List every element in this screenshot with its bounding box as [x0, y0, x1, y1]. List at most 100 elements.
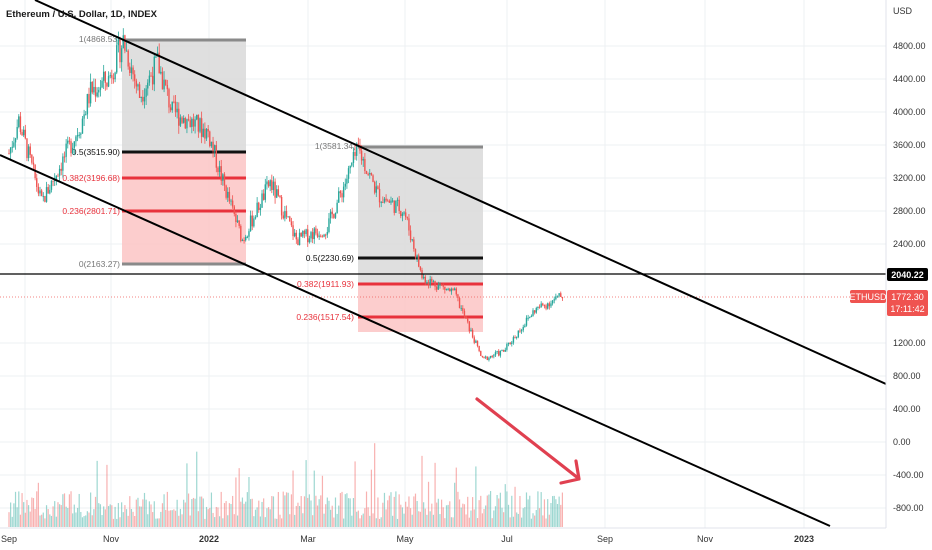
candle-body — [166, 84, 169, 90]
candle-body — [307, 229, 309, 243]
volume-bar — [37, 482, 39, 527]
candle-body — [462, 308, 464, 311]
candle-body — [372, 175, 374, 182]
candle-body — [439, 284, 441, 286]
candle-body — [189, 120, 191, 127]
volume-bar — [254, 509, 257, 527]
x-tick: Nov — [697, 534, 714, 544]
candle-body — [85, 114, 87, 116]
candle-body — [282, 215, 284, 219]
volume-bar — [344, 494, 346, 527]
price-axis[interactable] — [886, 0, 932, 528]
candle-body — [550, 303, 552, 307]
candle-body — [512, 337, 515, 343]
volume-bar — [475, 466, 477, 527]
volume-bar — [295, 505, 297, 527]
candle-body — [235, 213, 237, 223]
candle-body — [207, 128, 209, 132]
volume-bar — [215, 506, 217, 527]
volume-bar — [218, 516, 221, 527]
volume-bar — [191, 499, 193, 527]
candle-body — [310, 232, 312, 239]
volume-bar — [272, 496, 275, 527]
time-axis[interactable] — [0, 528, 886, 550]
candle-body — [548, 303, 551, 307]
volume-bar — [351, 515, 353, 527]
volume-bar — [556, 503, 559, 527]
volume-bar — [174, 510, 177, 527]
volume-bar — [302, 513, 304, 527]
candle-body — [476, 340, 479, 346]
candle-body — [231, 200, 234, 207]
volume-bar — [491, 518, 493, 527]
candle-body — [293, 232, 296, 237]
candle-body — [227, 191, 229, 198]
candle-body — [26, 138, 28, 159]
volume-bar — [179, 508, 182, 527]
candle-body — [125, 50, 128, 52]
volume-bar — [76, 507, 79, 527]
candle-body — [473, 337, 475, 343]
volume-bar — [23, 502, 25, 527]
volume-bar — [519, 495, 521, 527]
volume-bar — [98, 503, 100, 527]
candle-body — [535, 308, 537, 313]
candle-body — [256, 202, 258, 218]
volume-bar — [455, 467, 457, 527]
candle-body — [13, 142, 15, 147]
candle-body — [501, 350, 503, 352]
volume-bar — [308, 494, 310, 527]
candle-body — [388, 200, 391, 203]
volume-bar — [274, 518, 276, 527]
candle-body — [334, 212, 337, 218]
down-arrow-annotation[interactable] — [475, 397, 581, 485]
candle-body — [400, 211, 402, 217]
volume-bar — [339, 493, 341, 527]
candle-body — [31, 154, 33, 163]
candle-body — [62, 156, 64, 171]
volume-bar — [199, 496, 201, 527]
candle-body — [453, 288, 456, 291]
volume-bar — [264, 517, 266, 527]
fib-retracement-1[interactable]: 1(4868.53) 0.5(3515.90) 0.382(3196.68) 0… — [62, 34, 246, 269]
volume-bar — [214, 517, 216, 527]
candle-body — [527, 317, 529, 319]
volume-bar — [445, 505, 448, 527]
volume-bar — [372, 513, 374, 527]
volume-bar — [522, 508, 524, 527]
candle-body — [507, 342, 510, 345]
volume-bar — [287, 492, 289, 527]
y-tick: 3600.00 — [893, 140, 926, 150]
candle-body — [129, 66, 131, 74]
candle-body — [196, 114, 198, 120]
candle-body — [161, 71, 164, 90]
volume-bar — [230, 503, 232, 527]
volume-bar — [359, 518, 361, 527]
fib-retracement-2[interactable]: 1(3581.34) 0.5(2230.69) 0.382(1911.93) 0… — [296, 141, 483, 332]
x-tick: Sep — [597, 534, 613, 544]
candle-body — [217, 167, 219, 173]
volume-bar — [31, 497, 33, 527]
volume-bar — [14, 491, 17, 527]
volume-bar — [65, 506, 67, 527]
volume-bar — [411, 514, 413, 527]
candlesticks[interactable] — [8, 28, 564, 362]
candle-body — [373, 181, 376, 193]
volume-bar — [163, 494, 165, 527]
candle-body — [158, 52, 160, 74]
volume-bar — [362, 513, 364, 527]
candle-body — [409, 230, 412, 240]
channel-upper-trendline[interactable] — [34, 0, 887, 385]
volume-bar — [343, 518, 345, 527]
candle-body — [351, 162, 353, 166]
volume-bar — [290, 494, 293, 527]
candle-body — [349, 165, 351, 169]
candle-body — [318, 235, 320, 237]
volume-bar — [494, 506, 497, 527]
volume-bar — [52, 506, 54, 527]
volume-bar — [155, 518, 157, 527]
channel-lower-trendline[interactable] — [0, 154, 831, 527]
volume-bar — [26, 499, 28, 527]
candle-body — [538, 306, 541, 308]
